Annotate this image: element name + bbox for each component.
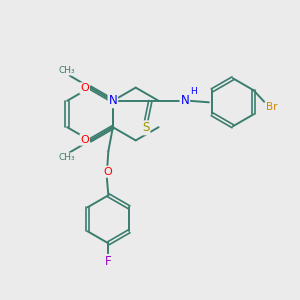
Text: H: H [190, 87, 196, 96]
Text: Br: Br [266, 102, 278, 112]
Text: N: N [181, 94, 189, 107]
Text: CH₃: CH₃ [59, 153, 76, 162]
Text: S: S [142, 121, 150, 134]
Text: N: N [109, 94, 117, 107]
Text: O: O [80, 135, 89, 145]
Text: O: O [104, 167, 112, 177]
Text: CH₃: CH₃ [59, 66, 76, 75]
Text: O: O [80, 83, 89, 93]
Text: F: F [105, 255, 112, 268]
